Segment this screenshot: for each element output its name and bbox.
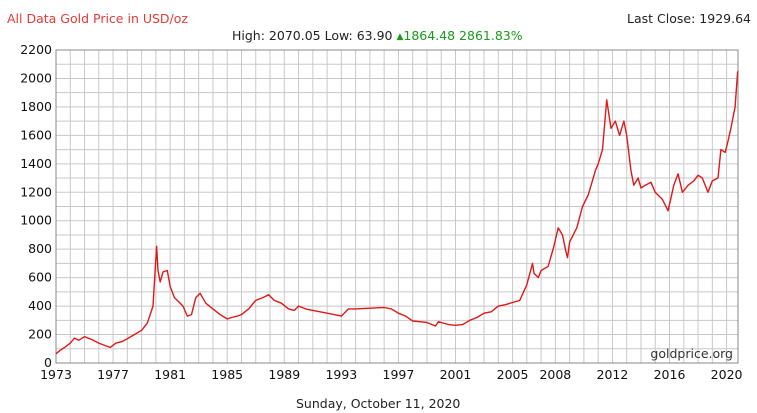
watermark: goldprice.org bbox=[650, 346, 733, 361]
high-low-text: High: 2070.05 Low: 63.90 bbox=[232, 28, 393, 43]
plot-frame bbox=[55, 49, 739, 364]
x-tick-label: 1977 bbox=[97, 367, 129, 382]
y-tick-label: 2200 bbox=[20, 42, 52, 57]
y-tick-label: 1600 bbox=[20, 127, 52, 142]
y-tick-label: 200 bbox=[28, 327, 52, 342]
x-tick-label: 2005 bbox=[497, 367, 529, 382]
x-tick-label: 1981 bbox=[154, 367, 186, 382]
x-tick-label: 2012 bbox=[597, 367, 629, 382]
last-close-label: Last Close: 1929.64 bbox=[627, 11, 751, 26]
x-tick-label: 1989 bbox=[268, 367, 300, 382]
y-tick-label: 400 bbox=[28, 298, 52, 313]
y-tick-label: 1400 bbox=[20, 156, 52, 171]
x-tick-label: 2016 bbox=[654, 367, 686, 382]
x-tick-label: 2020 bbox=[711, 367, 743, 382]
chart-date: Sunday, October 11, 2020 bbox=[296, 396, 461, 411]
x-tick-label: 1997 bbox=[383, 367, 415, 382]
y-tick-label: 800 bbox=[28, 241, 52, 256]
up-triangle-icon: ▲ bbox=[396, 32, 404, 42]
x-tick-label: 1985 bbox=[211, 367, 243, 382]
y-tick-label: 1200 bbox=[20, 184, 52, 199]
price-line bbox=[55, 71, 739, 355]
y-tick-label: 1000 bbox=[20, 213, 52, 228]
x-tick-label: 1993 bbox=[325, 367, 357, 382]
price-stats: High: 2070.05 Low: 63.90 ▲1864.48 2861.8… bbox=[232, 28, 523, 43]
x-tick-label: 2008 bbox=[539, 367, 571, 382]
x-tick-label: 1973 bbox=[40, 367, 72, 382]
x-tick-label: 2001 bbox=[440, 367, 472, 382]
y-tick-label: 600 bbox=[28, 270, 52, 285]
y-tick-label: 0 bbox=[44, 355, 52, 370]
chart-title: All Data Gold Price in USD/oz bbox=[7, 11, 188, 26]
y-tick-label: 1800 bbox=[20, 99, 52, 114]
change-text: 1864.48 2861.83% bbox=[403, 28, 523, 43]
y-tick-label: 2000 bbox=[20, 70, 52, 85]
